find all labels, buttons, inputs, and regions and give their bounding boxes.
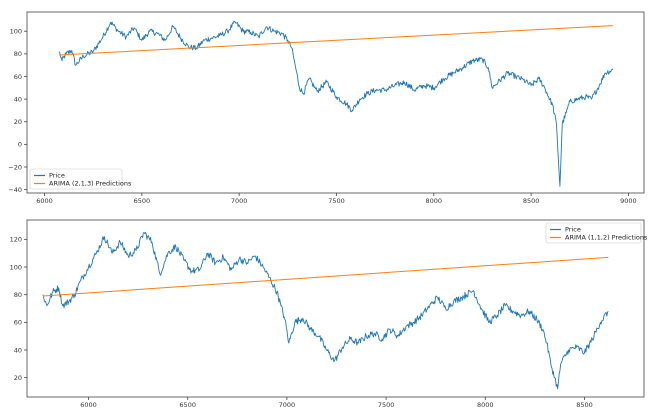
price-series-line [58, 20, 614, 187]
y-tick-label: 40 [14, 95, 22, 103]
x-tick-label: 6500 [179, 401, 196, 409]
plot-frame [26, 219, 645, 398]
y-tick-label: 40 [14, 346, 22, 354]
legend-box [29, 168, 123, 190]
y-tick-label: 120 [10, 236, 22, 244]
x-tick-label: 6000 [80, 401, 97, 409]
x-tick-label: 7500 [328, 197, 345, 205]
x-tick-label: 8500 [576, 401, 593, 409]
y-tick-label: −40 [8, 186, 22, 194]
y-tick-label: 60 [14, 73, 22, 81]
x-tick-label: 9000 [620, 197, 637, 205]
x-tick-label: 7000 [231, 197, 248, 205]
x-tick-label: 8000 [426, 197, 443, 205]
x-tick-label: 7000 [279, 401, 296, 409]
legend-label: Price [49, 172, 65, 180]
y-tick-label: −20 [8, 163, 22, 171]
x-tick-label: 6500 [134, 197, 151, 205]
y-tick-label: 20 [14, 374, 22, 382]
prediction-series-line [59, 25, 613, 56]
y-tick-label: 80 [14, 291, 22, 299]
x-tick-label: 6000 [36, 197, 53, 205]
plot-frame [26, 11, 645, 194]
legend-label: ARIMA (2,1,3) Predictions [49, 180, 132, 188]
x-tick-label: 7500 [378, 401, 395, 409]
x-tick-label: 8500 [523, 197, 540, 205]
y-tick-label: 80 [14, 50, 22, 58]
prediction-series-line [42, 256, 609, 297]
y-tick-label: 100 [10, 28, 22, 36]
y-tick-label: 100 [10, 263, 22, 271]
legend-label: ARIMA (1,1,2) Predictions [565, 234, 648, 242]
top-chart: 6000 6500 7000 7500 8000 8500 9000 −40 −20 0 20 40 6… [8, 11, 645, 205]
price-series-line [42, 232, 609, 390]
legend-label: Price [565, 226, 581, 234]
y-tick-label: 20 [14, 118, 22, 126]
legend-box [545, 222, 642, 244]
bottom-chart: 6000 6500 7000 7500 8000 8500 20 40 60 80 100 120 Pr… [10, 219, 648, 409]
y-tick-label: 60 [14, 319, 22, 327]
x-tick-label: 8000 [477, 401, 494, 409]
y-tick-label: 0 [18, 141, 22, 149]
